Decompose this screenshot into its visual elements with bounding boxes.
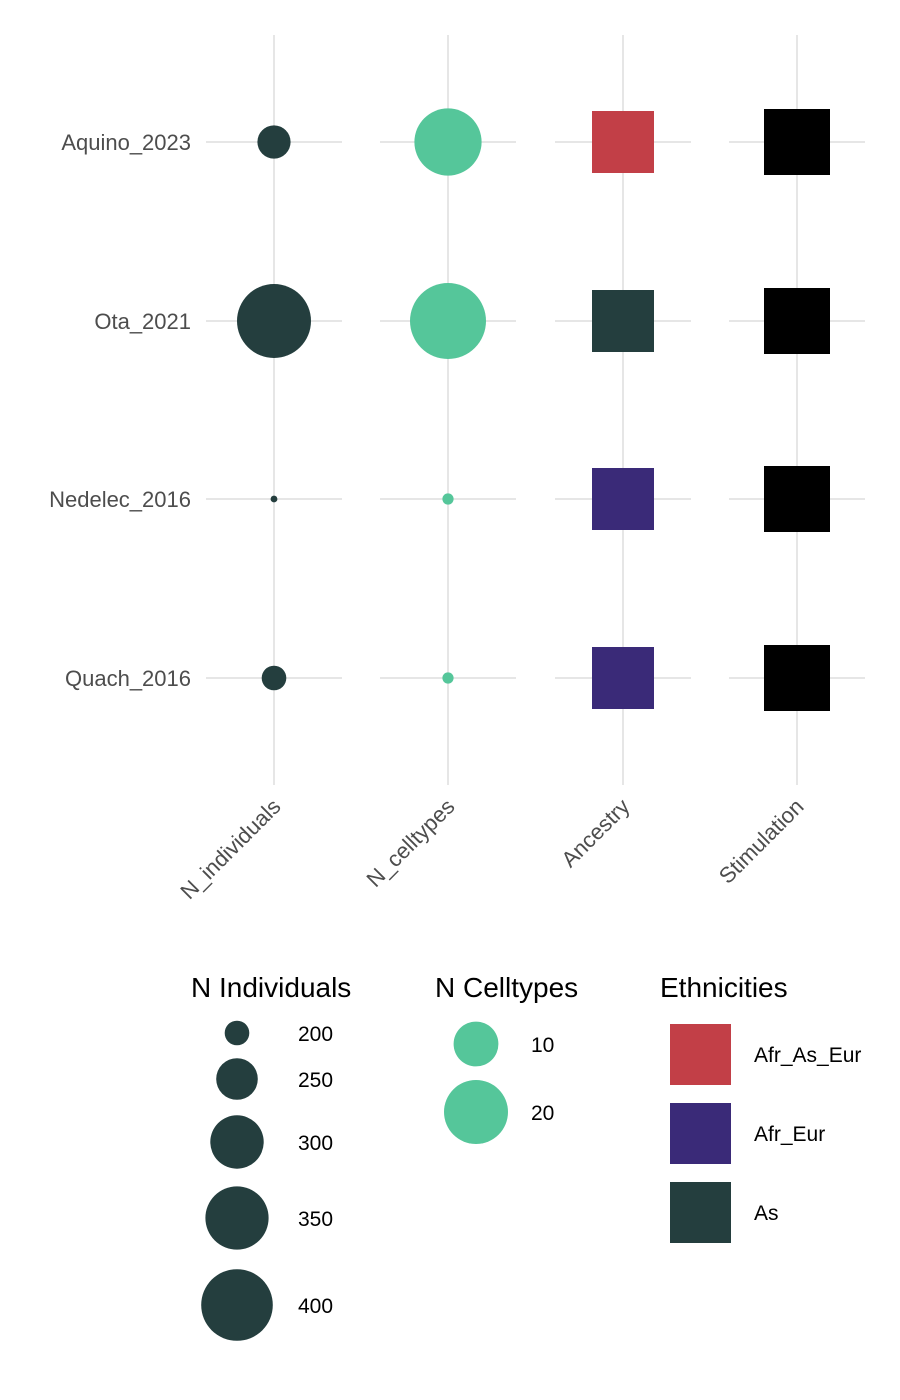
legend-key-individuals-400 [201, 1269, 273, 1341]
tile-stimulation-aquino-2023 [764, 109, 830, 175]
legend-label-individuals-250: 250 [298, 1069, 333, 1092]
point-n-celltypes-aquino-2023 [414, 108, 482, 176]
tile-ancestry-ota-2021 [592, 290, 654, 352]
legend-label-as: As [754, 1202, 779, 1225]
legend-key-individuals-350 [205, 1186, 269, 1250]
point-n-individuals-nedelec-2016 [270, 495, 278, 503]
column-label-ancestry: Ancestry [556, 794, 634, 872]
legend-key-individuals-200 [224, 1020, 250, 1046]
column-labels: N_individuals N_celltypes Ancestry Stimulat… [175, 794, 808, 904]
legend-title-ethnicities: Ethnicities [660, 972, 788, 1003]
legend-key-celltypes-10 [453, 1021, 499, 1067]
legend-label-celltypes-10: 10 [531, 1034, 554, 1057]
legend-ethnicities: Ethnicities Afr_As_Eur Afr_Eur As [660, 972, 861, 1243]
legend-label-individuals-400: 400 [298, 1295, 333, 1318]
point-n-individuals-quach-2016 [261, 665, 287, 691]
legend-label-individuals-350: 350 [298, 1208, 333, 1231]
legend-key-individuals-300 [210, 1115, 264, 1169]
tile-ancestry-aquino-2023 [592, 111, 654, 173]
legend-area: N Individuals 200 250 300 350 400 N Celltypes 1… [191, 972, 861, 1341]
legend-n-celltypes: N Celltypes 10 20 [435, 972, 578, 1144]
column-label-n-celltypes: N_celltypes [361, 794, 459, 892]
tile-stimulation-nedelec-2016 [764, 466, 830, 532]
column-label-stimulation: Stimulation [714, 794, 809, 889]
legend-key-afr-as-eur [670, 1024, 731, 1085]
tile-stimulation-quach-2016 [764, 645, 830, 711]
tile-ancestry-nedelec-2016 [592, 468, 654, 530]
legend-n-individuals: N Individuals 200 250 300 350 400 [191, 972, 351, 1341]
legend-key-celltypes-20 [444, 1080, 508, 1144]
tile-stimulation-ota-2021 [764, 288, 830, 354]
row-labels: Aquino_2023 Ota_2021 Nedelec_2016 Quach_201… [49, 130, 191, 691]
column-label-n-individuals: N_individuals [175, 794, 285, 904]
row-label-aquino-2023: Aquino_2023 [61, 130, 191, 155]
marks-layer [237, 108, 830, 711]
legend-label-individuals-200: 200 [298, 1023, 333, 1046]
legend-title-n-individuals: N Individuals [191, 972, 351, 1003]
row-label-ota-2021: Ota_2021 [94, 309, 191, 334]
legend-title-n-celltypes: N Celltypes [435, 972, 578, 1003]
point-n-celltypes-quach-2016 [442, 672, 454, 684]
row-label-nedelec-2016: Nedelec_2016 [49, 487, 191, 512]
point-n-celltypes-nedelec-2016 [442, 493, 454, 505]
row-label-quach-2016: Quach_2016 [65, 666, 191, 691]
tile-ancestry-quach-2016 [592, 647, 654, 709]
point-n-celltypes-ota-2021 [410, 283, 486, 359]
legend-label-afr-eur: Afr_Eur [754, 1123, 825, 1146]
point-n-individuals-aquino-2023 [257, 125, 291, 159]
point-n-individuals-ota-2021 [237, 284, 311, 358]
legend-key-as [670, 1182, 731, 1243]
legend-key-afr-eur [670, 1103, 731, 1164]
legend-label-individuals-300: 300 [298, 1132, 333, 1155]
legend-key-individuals-250 [216, 1058, 258, 1100]
legend-label-afr-as-eur: Afr_As_Eur [754, 1044, 861, 1067]
legend-label-celltypes-20: 20 [531, 1102, 554, 1125]
